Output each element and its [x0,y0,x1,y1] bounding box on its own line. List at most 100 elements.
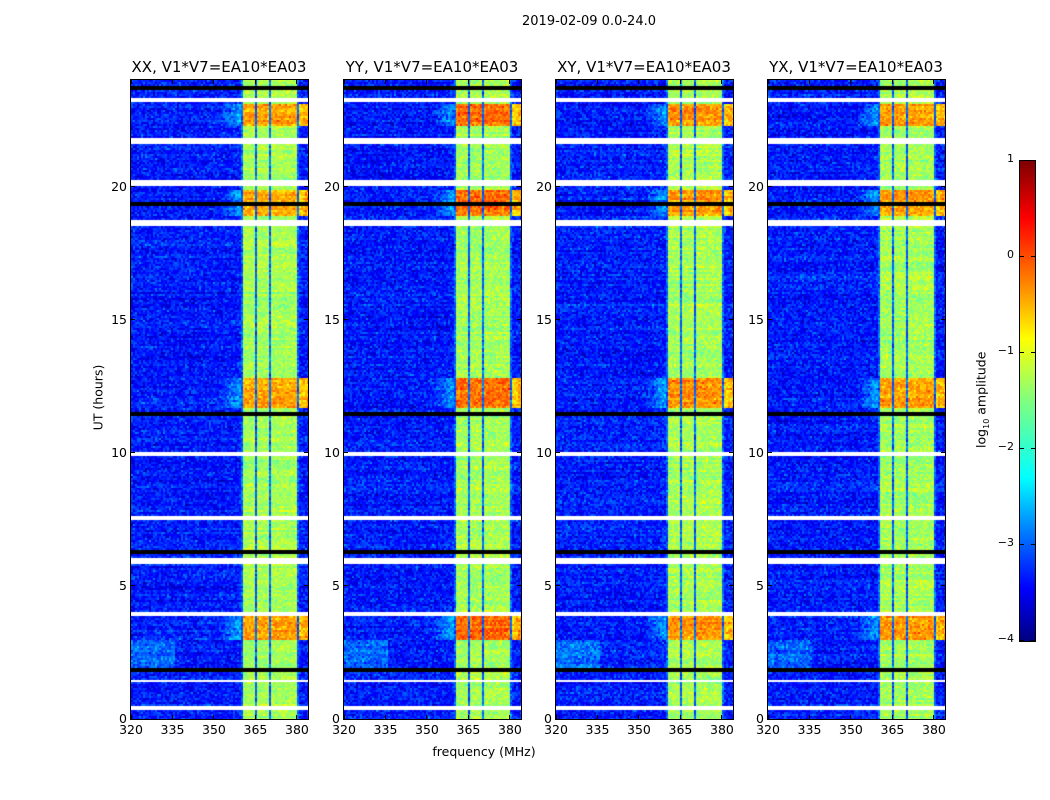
heatmap-panel [767,79,946,720]
y-tick-label: 10 [111,444,127,460]
y-tick-mark [941,718,945,720]
heatmap-canvas [344,80,521,719]
x-tick-mark [596,80,598,84]
x-tick-label: 365 [243,722,268,737]
panel-title: YY, V1*V7=EA10*EA03 [345,58,519,76]
heatmap-canvas [131,80,308,719]
x-tick-label: 380 [498,722,522,737]
y-tick-mark [304,319,308,321]
x-tick-label: 380 [285,722,309,737]
y-tick-mark [344,718,348,720]
colorbar-tick-label: 0 [1007,248,1014,261]
colorbar-tick-label: −2 [997,440,1014,453]
x-tick-mark [767,80,769,84]
y-tick-mark [517,186,521,187]
y-tick-mark [729,718,733,720]
x-tick-mark [555,80,557,84]
heatmap-panel [343,79,522,720]
y-tick-label: 10 [324,444,340,460]
x-tick-mark [296,80,298,84]
x-tick-mark [467,715,469,719]
heatmap-canvas [556,80,733,719]
colorbar-tick-mark [1031,543,1035,545]
y-tick-mark [304,452,308,454]
y-tick-mark [517,452,521,454]
colorbar [1019,160,1036,642]
y-tick-mark [131,718,135,720]
heatmap-panel [555,79,734,720]
x-tick-mark [296,715,298,719]
x-tick-mark [933,715,935,719]
colorbar-tick-mark [1031,639,1035,641]
colorbar-tick-mark [1020,159,1024,161]
y-tick-label: 0 [332,711,340,726]
colorbar-label: log10 amplitude [973,350,991,450]
colorbar-label-rest: amplitude [973,351,989,419]
colorbar-tick-mark [1031,351,1035,353]
colorbar-tick-mark [1020,255,1024,257]
x-tick-mark [596,715,598,719]
colorbar-tick-mark [1031,255,1035,257]
y-tick-mark [768,452,772,454]
panel-title: XX, V1*V7=EA10*EA03 [131,58,307,76]
y-tick-mark [729,186,733,187]
x-tick-label: 335 [585,722,610,737]
y-tick-mark [131,319,135,321]
y-tick-mark [941,319,945,321]
x-tick-mark [891,715,893,719]
x-tick-label: 350 [627,722,651,737]
x-tick-mark [721,80,723,84]
y-tick-label: 15 [324,311,340,327]
y-tick-mark [768,319,772,321]
x-tick-mark [638,715,640,719]
y-tick-mark [131,186,135,187]
colorbar-tick-mark [1020,639,1024,641]
figure-title: 2019-02-09 0.0-24.0 [522,14,656,29]
y-tick-mark [556,319,560,321]
x-tick-mark [808,80,810,84]
x-tick-label: 335 [373,722,398,737]
x-tick-mark [850,715,852,719]
y-tick-mark [556,718,560,720]
colorbar-tick-mark [1020,351,1024,353]
x-tick-label: 350 [202,722,226,737]
x-tick-mark [638,80,640,84]
x-tick-mark [130,80,132,84]
y-tick-mark [344,186,348,187]
y-tick-label: 5 [119,577,127,593]
panel-title: XY, V1*V7=EA10*EA03 [557,58,731,76]
y-tick-label: 5 [332,577,340,593]
x-tick-mark [933,80,935,84]
y-tick-label: 5 [544,577,552,593]
y-axis-label: UT (hours) [90,364,106,431]
y-tick-mark [517,718,521,720]
colorbar-tick-mark [1031,447,1035,449]
y-tick-mark [304,186,308,187]
heatmap-canvas [768,80,945,719]
x-tick-mark [509,715,511,719]
x-tick-mark [171,80,173,84]
x-tick-mark [213,715,215,719]
x-tick-mark [384,80,386,84]
x-tick-mark [509,80,511,84]
y-tick-mark [729,585,733,587]
colorbar-tick-label: −3 [997,536,1014,549]
y-tick-mark [517,319,521,321]
x-tick-mark [343,715,345,719]
y-tick-label: 0 [544,711,552,726]
x-tick-mark [384,715,386,719]
y-tick-mark [131,585,135,587]
colorbar-tick-label: −4 [997,632,1014,645]
y-tick-mark [517,585,521,587]
colorbar-tick-mark [1020,543,1024,545]
x-tick-mark [850,80,852,84]
x-tick-mark [426,715,428,719]
x-tick-mark [343,80,345,84]
y-tick-mark [304,585,308,587]
y-tick-mark [304,718,308,720]
x-tick-mark [808,715,810,719]
y-tick-mark [768,186,772,187]
y-tick-label: 15 [536,311,552,327]
x-tick-mark [721,715,723,719]
x-tick-label: 335 [797,722,822,737]
